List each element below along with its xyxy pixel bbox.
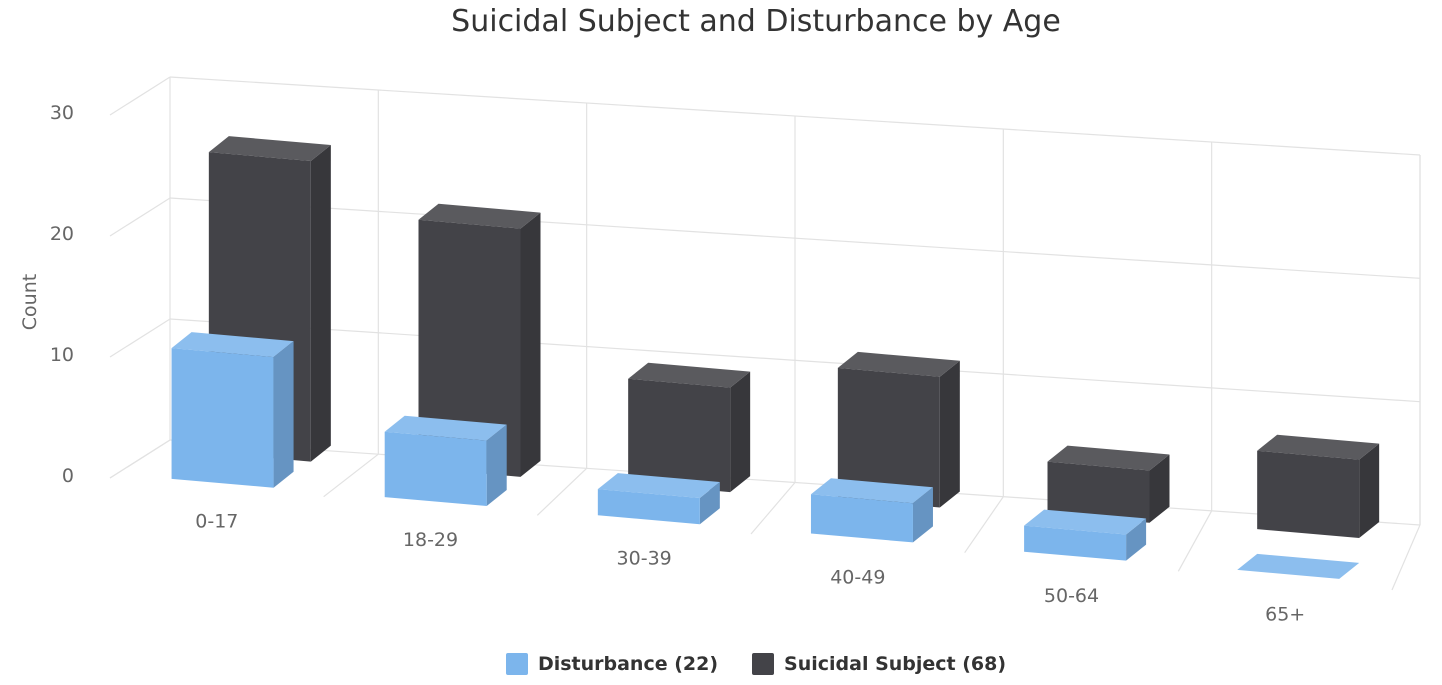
x-axis-ticks: 0-17 18-29 30-39 40-49 50-64 65+ <box>195 510 1305 625</box>
x-tick-label: 50-64 <box>1044 585 1099 607</box>
bar-suicidal-subject-40-49[interactable] <box>837 351 960 508</box>
x-tick-label: 65+ <box>1265 604 1305 626</box>
bar-disturbance-30-39-top <box>597 473 720 499</box>
bar-suicidal-subject-30-39-side <box>730 371 751 493</box>
bar-disturbance-0-17[interactable] <box>171 332 294 488</box>
bar-suicidal-subject-18-29-front <box>418 219 521 477</box>
y-tick-label: 30 <box>50 102 74 124</box>
bar-disturbance-50-64-top <box>1024 509 1147 535</box>
bar-suicidal-subject-30-39[interactable] <box>628 362 751 493</box>
bar-suicidal-subject-18-29-side <box>520 212 541 477</box>
bar-disturbance-18-29-front <box>384 431 487 506</box>
bar-suicidal-subject-40-49-front <box>837 367 940 508</box>
bar-disturbance-18-29-top <box>384 415 507 441</box>
bar-disturbance-0-17-top <box>171 332 294 358</box>
bar-suicidal-subject-30-39-top <box>628 362 751 388</box>
x-tick-label: 30-39 <box>617 548 672 570</box>
legend-swatch-disturbance <box>505 653 528 675</box>
bar-suicidal-subject-40-49-side <box>939 360 960 508</box>
bar-disturbance-65+-top <box>1237 553 1360 579</box>
y-tick-label: 10 <box>50 344 74 366</box>
bar-suicidal-subject-0-17-side <box>310 145 331 462</box>
chart-title: Suicidal Subject and Disturbance by Age <box>451 4 1061 39</box>
bar-disturbance-65+[interactable] <box>1237 553 1360 579</box>
bar-suicidal-subject-65+-front <box>1257 450 1360 539</box>
bar-suicidal-subject-18-29[interactable] <box>418 203 541 477</box>
bar-suicidal-subject-50-64[interactable] <box>1047 445 1170 523</box>
bar-disturbance-30-39[interactable] <box>597 473 720 525</box>
bar-suicidal-subject-40-49-top <box>837 351 960 377</box>
bar-suicidal-subject-50-64-top <box>1047 445 1170 471</box>
bar-disturbance-40-49-front <box>810 494 913 543</box>
bar-disturbance-0-17-side <box>273 341 294 488</box>
bar-disturbance-30-39-front <box>597 489 700 525</box>
x-tick-label: 18-29 <box>403 529 458 551</box>
legend-label-suicidal-subject: Suicidal Subject (68) <box>784 653 1007 675</box>
bar-disturbance-18-29[interactable] <box>384 415 507 506</box>
bar-disturbance-30-39-side <box>699 482 720 525</box>
bar-disturbance-50-64-front <box>1024 525 1127 561</box>
bar-disturbance-18-29-side <box>486 424 507 506</box>
legend-label-disturbance: Disturbance (22) <box>537 653 719 675</box>
y-axis-label: Count <box>19 274 41 330</box>
bar-disturbance-50-64[interactable] <box>1024 509 1147 561</box>
legend: Disturbance (22) Suicidal Subject (68) <box>0 653 1442 675</box>
bars <box>171 136 1380 579</box>
bar-suicidal-subject-18-29-top <box>418 203 541 229</box>
legend-swatch-suicidal-subject <box>752 653 775 675</box>
bar-suicidal-subject-65+-side <box>1359 443 1380 539</box>
bar-disturbance-50-64-side <box>1126 518 1147 561</box>
bar-disturbance-40-49-side <box>912 487 933 543</box>
bar-suicidal-subject-50-64-front <box>1047 461 1150 523</box>
bar-suicidal-subject-0-17-top <box>208 136 331 162</box>
x-tick-label: 0-17 <box>195 510 238 532</box>
bar-disturbance-0-17-front <box>171 348 274 488</box>
bar-disturbance-40-49-top <box>810 478 933 504</box>
y-tick-label: 0 <box>62 465 74 487</box>
bar-disturbance-40-49[interactable] <box>810 478 933 543</box>
legend-item-suicidal-subject[interactable]: Suicidal Subject (68) <box>752 653 1006 675</box>
x-tick-label: 40-49 <box>830 566 885 588</box>
bar-suicidal-subject-65+[interactable] <box>1257 434 1380 539</box>
legend-item-disturbance[interactable]: Disturbance (22) <box>505 653 719 675</box>
bar-suicidal-subject-50-64-side <box>1149 454 1170 523</box>
y-tick-label: 20 <box>50 223 74 245</box>
grid <box>109 76 1421 591</box>
bar-suicidal-subject-65+-top <box>1257 434 1380 460</box>
bar-suicidal-subject-30-39-front <box>628 378 731 493</box>
y-axis-ticks: 0 10 20 30 <box>50 102 74 487</box>
